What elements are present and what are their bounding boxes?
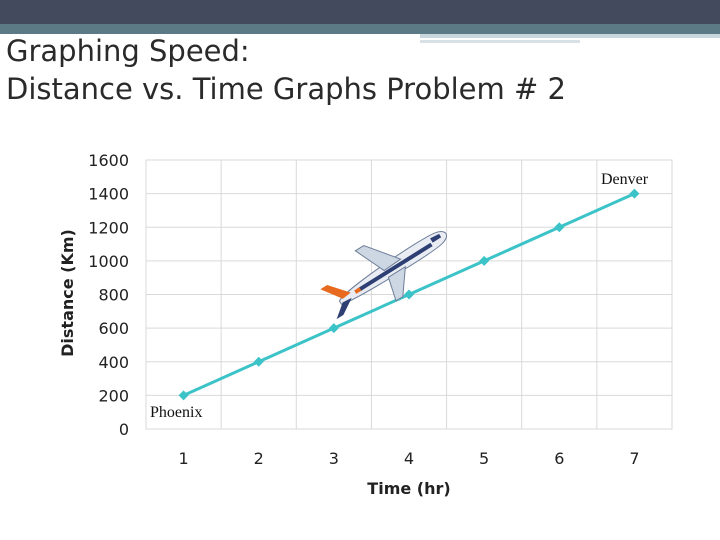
y-tick-label: 1400	[88, 185, 129, 204]
y-tick-label: 1600	[88, 151, 129, 170]
data-point	[253, 356, 264, 367]
title-line-1: Graphing Speed:	[6, 34, 250, 68]
data-point	[554, 222, 565, 233]
series-group	[178, 188, 640, 401]
x-axis-ticks: 1 2 3 4 5 6 7	[178, 449, 639, 468]
y-axis-title: Distance (Km)	[58, 229, 77, 357]
x-tick-label: 5	[479, 449, 489, 468]
header-accent-lines	[420, 34, 720, 43]
y-tick-label: 1000	[88, 252, 129, 271]
title-line-2: Distance vs. Time Graphs Problem # 2	[6, 72, 566, 106]
chart-grid	[145, 159, 673, 430]
x-axis-title: Time (hr)	[367, 479, 450, 498]
x-tick-label: 4	[404, 449, 414, 468]
x-tick-label: 2	[254, 449, 264, 468]
x-tick-label: 6	[554, 449, 564, 468]
y-tick-label: 600	[98, 319, 129, 338]
y-tick-label: 1200	[88, 218, 129, 237]
annotation-phoenix: Phoenix	[150, 404, 202, 421]
y-tick-label: 200	[98, 386, 129, 405]
annotation-denver: Denver	[601, 171, 649, 188]
header-bar	[0, 0, 720, 24]
header-accent-bar	[0, 24, 720, 34]
data-point	[178, 390, 189, 401]
x-tick-label: 1	[178, 449, 188, 468]
x-tick-label: 7	[629, 449, 639, 468]
data-point	[328, 323, 339, 334]
x-tick-label: 3	[329, 449, 339, 468]
airplane-icon	[320, 231, 448, 320]
page-title: Graphing Speed: Distance vs. Time Graphs…	[6, 32, 706, 108]
data-point	[479, 255, 490, 266]
y-tick-label: 400	[98, 353, 129, 372]
data-point	[629, 188, 640, 199]
y-axis-ticks: 0 200 400 600 800 1000 1200 1400 1600	[88, 151, 129, 439]
y-tick-label: 800	[98, 286, 129, 305]
y-tick-label: 0	[119, 420, 129, 439]
data-point	[404, 289, 414, 300]
